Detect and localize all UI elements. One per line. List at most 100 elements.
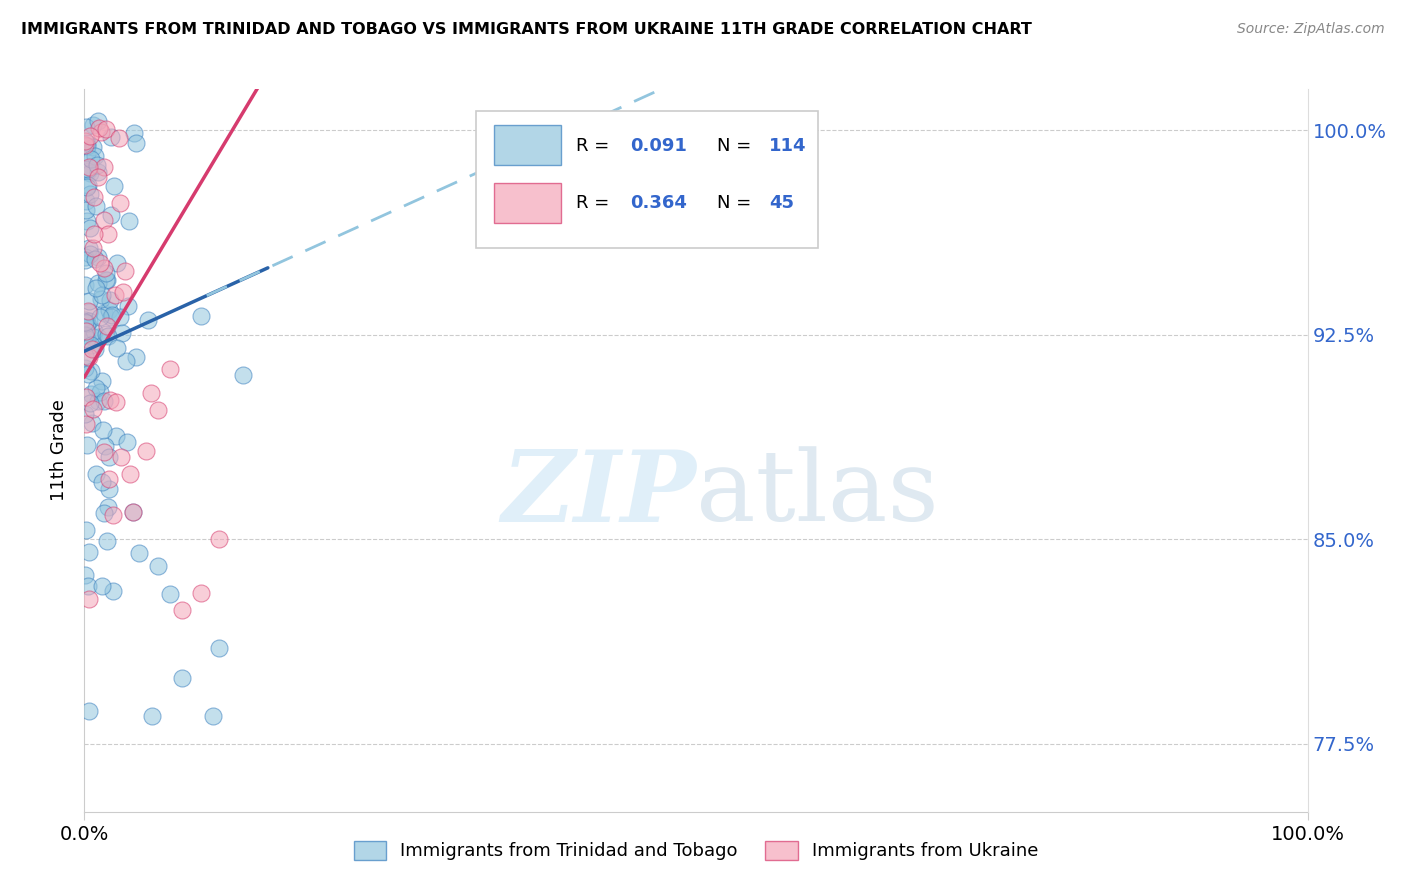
- Point: [73, 253, 96, 268]
- Point: [79, 304, 101, 318]
- Point: [77, 314, 100, 328]
- Point: [96, 319, 118, 334]
- Point: [190, 309, 212, 323]
- Point: [93, 306, 115, 320]
- Point: [76, 214, 98, 228]
- Point: [80, 386, 103, 401]
- Point: [103, 179, 125, 194]
- Point: [82, 241, 104, 255]
- Point: [91, 287, 114, 301]
- Point: [93, 260, 115, 275]
- Text: 114: 114: [769, 136, 807, 154]
- Text: 0.091: 0.091: [630, 136, 686, 154]
- Point: [79, 247, 101, 261]
- Point: [208, 641, 231, 656]
- Point: [172, 603, 194, 617]
- Point: [75, 194, 97, 209]
- Point: [80, 364, 103, 378]
- Point: [89, 310, 111, 324]
- Point: [73, 138, 96, 153]
- Point: [94, 121, 117, 136]
- Point: [90, 292, 112, 306]
- Point: [120, 467, 142, 481]
- Point: [97, 472, 120, 486]
- Point: [87, 277, 110, 291]
- Point: [75, 315, 97, 329]
- Point: [93, 506, 115, 520]
- Point: [75, 417, 97, 432]
- Point: [76, 178, 98, 192]
- Point: [90, 125, 112, 139]
- Point: [94, 440, 117, 454]
- Point: [159, 362, 181, 376]
- Point: [201, 709, 224, 723]
- Point: [108, 131, 131, 145]
- Point: [96, 273, 118, 287]
- Point: [146, 559, 169, 574]
- Point: [76, 438, 98, 452]
- Point: [105, 428, 128, 442]
- Point: [73, 349, 96, 363]
- Point: [87, 170, 110, 185]
- Text: Source: ZipAtlas.com: Source: ZipAtlas.com: [1237, 22, 1385, 37]
- Point: [75, 390, 97, 404]
- Point: [79, 166, 101, 180]
- Point: [107, 255, 129, 269]
- Point: [108, 195, 131, 210]
- Point: [84, 467, 107, 481]
- Point: [117, 299, 139, 313]
- Point: [159, 586, 181, 600]
- Point: [75, 203, 97, 218]
- Point: [98, 392, 121, 407]
- Point: [89, 385, 111, 400]
- Point: [80, 343, 103, 357]
- Point: [77, 368, 100, 382]
- Point: [83, 227, 105, 241]
- Point: [91, 374, 114, 388]
- FancyBboxPatch shape: [494, 183, 561, 223]
- Point: [97, 329, 120, 343]
- Text: R =: R =: [576, 136, 614, 154]
- Point: [84, 381, 107, 395]
- Point: [90, 475, 112, 489]
- Point: [73, 134, 96, 148]
- Point: [76, 146, 98, 161]
- Point: [122, 126, 145, 140]
- Point: [79, 187, 101, 202]
- Point: [97, 303, 120, 318]
- Point: [76, 332, 98, 346]
- Point: [83, 324, 105, 338]
- Point: [79, 160, 101, 174]
- Point: [87, 330, 110, 344]
- Point: [75, 361, 97, 376]
- Point: [98, 293, 121, 307]
- Point: [84, 199, 107, 213]
- Point: [76, 579, 98, 593]
- Point: [124, 136, 146, 150]
- Point: [76, 325, 98, 339]
- Point: [76, 136, 98, 150]
- Point: [115, 435, 138, 450]
- Point: [87, 164, 110, 178]
- Text: 0.364: 0.364: [630, 194, 686, 212]
- FancyBboxPatch shape: [475, 111, 818, 248]
- Point: [122, 505, 145, 519]
- Point: [98, 482, 121, 496]
- Point: [75, 408, 97, 422]
- Point: [73, 250, 96, 264]
- Point: [97, 227, 120, 241]
- Point: [73, 313, 96, 327]
- Point: [136, 312, 159, 326]
- Point: [93, 213, 115, 227]
- Point: [93, 393, 115, 408]
- Point: [139, 385, 162, 400]
- Point: [75, 120, 97, 135]
- Point: [77, 293, 100, 308]
- Point: [100, 129, 122, 144]
- Point: [80, 416, 103, 430]
- Point: [91, 423, 114, 437]
- Point: [86, 393, 108, 408]
- Point: [100, 208, 122, 222]
- Point: [114, 354, 136, 368]
- Text: N =: N =: [717, 136, 756, 154]
